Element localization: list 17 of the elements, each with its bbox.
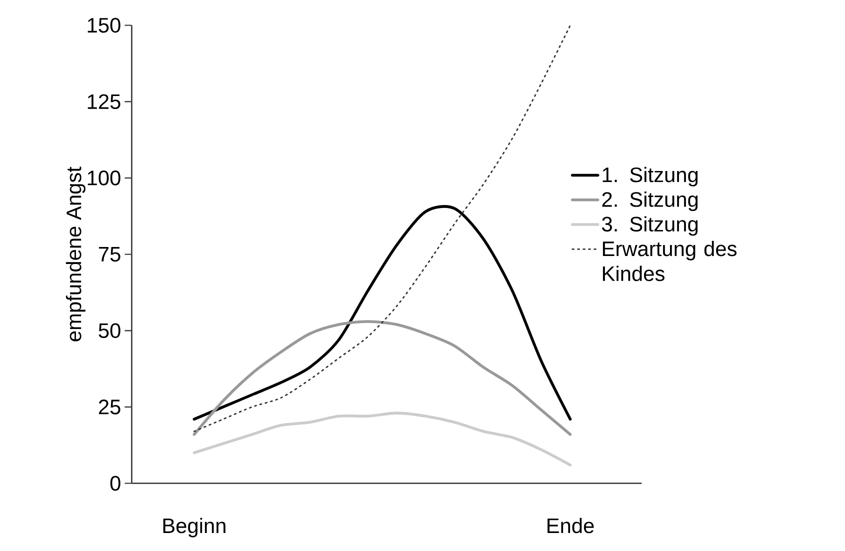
legend-label: 2. Sitzung: [602, 192, 698, 212]
x-tick-label: Ende: [548, 518, 594, 534]
y-tick-label: 75: [98, 247, 120, 262]
y-tick-label: 0: [110, 476, 120, 491]
line-series: [193, 24, 571, 432]
y-tick-label: 50: [98, 323, 120, 338]
line-series: [192, 412, 572, 466]
y-axis-title: empfundene Angst: [66, 166, 86, 342]
line-series: [192, 320, 572, 436]
legend-label: 3. Sitzung: [602, 216, 698, 236]
legend-label: Erwartung des Kindes: [602, 240, 737, 282]
y-tick-label: 25: [98, 400, 120, 414]
y-tick-label: 150: [88, 18, 120, 33]
y-tick-label: 125: [88, 94, 120, 110]
legend-label: 1. Sitzung: [602, 166, 698, 186]
y-tick-label: 100: [88, 170, 120, 186]
x-tick-label: Beginn: [163, 518, 226, 538]
